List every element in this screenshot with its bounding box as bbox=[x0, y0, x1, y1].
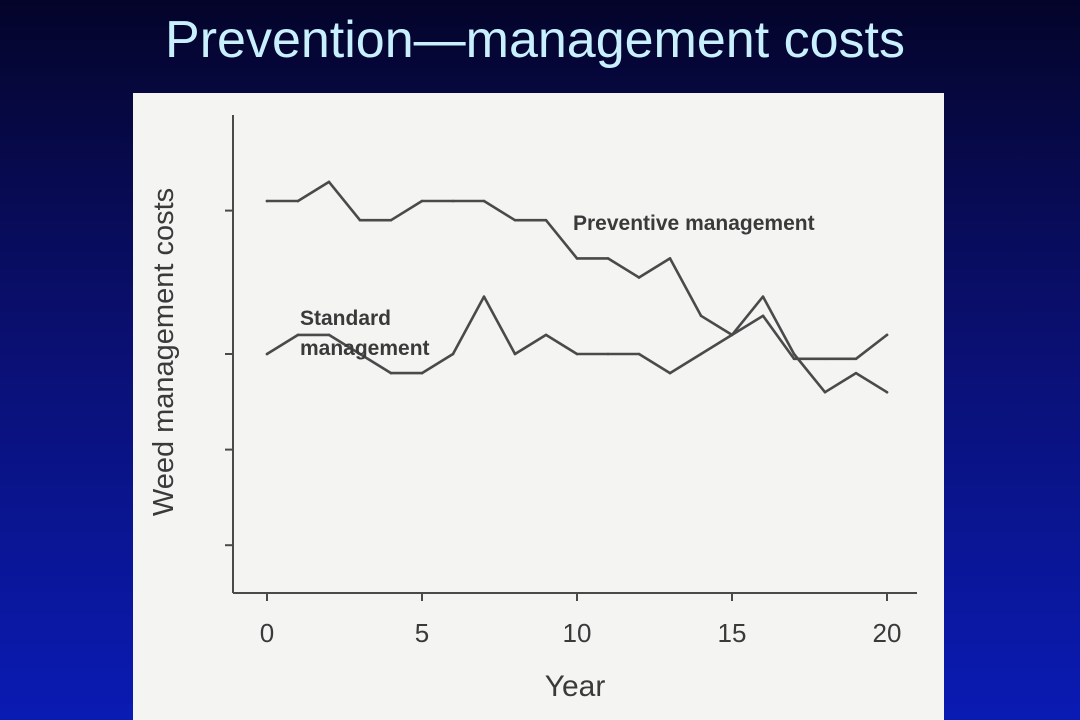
standard-management-point bbox=[606, 352, 610, 356]
standard-management-point bbox=[575, 352, 579, 356]
standard-management-point bbox=[327, 333, 331, 337]
preventive-management-point bbox=[637, 276, 641, 279]
preventive-management-point bbox=[296, 199, 300, 203]
y-axis-label: Weed management costs bbox=[148, 188, 180, 516]
chart-panel: 0 5 10 15 20 Preventive management Standard ma… bbox=[133, 93, 944, 720]
preventive-management-point bbox=[668, 257, 672, 260]
preventive-management-point bbox=[327, 180, 331, 184]
preventive-management-point bbox=[885, 333, 889, 337]
standard-management-point bbox=[699, 352, 703, 356]
preventive-management-point bbox=[792, 357, 796, 361]
preventive-management-point bbox=[265, 199, 269, 203]
x-axis-label: Year bbox=[545, 670, 606, 703]
standard-management-point bbox=[513, 352, 517, 356]
series-lines bbox=[265, 180, 889, 394]
x-axis-ticks: 0 5 10 15 20 bbox=[260, 593, 902, 648]
series-annotations: Preventive management Standard management bbox=[300, 212, 815, 360]
standard-management-point bbox=[482, 295, 486, 298]
preventive-management-line bbox=[265, 180, 889, 361]
x-tick-label: 15 bbox=[718, 618, 747, 648]
standard-management-point bbox=[761, 295, 765, 298]
preventive-management-point bbox=[699, 314, 703, 318]
x-tick-label: 20 bbox=[873, 618, 902, 648]
standard-management-point bbox=[730, 333, 734, 337]
standard-management-point bbox=[792, 352, 796, 356]
preventive-management-point bbox=[606, 257, 610, 260]
standard-management-annotation: Standard management bbox=[300, 307, 430, 360]
preventive-management-point bbox=[854, 357, 858, 361]
standard-management-point bbox=[296, 333, 300, 337]
annotation-line: management bbox=[300, 337, 430, 360]
preventive-management-annotation: Preventive management bbox=[573, 212, 815, 235]
x-tick-label: 0 bbox=[260, 618, 274, 648]
preventive-management-point bbox=[544, 218, 548, 222]
standard-management-point bbox=[637, 352, 641, 356]
standard-management-point bbox=[885, 390, 889, 394]
standard-management-point bbox=[389, 371, 393, 375]
standard-management-point bbox=[544, 333, 548, 337]
x-tick-label: 10 bbox=[563, 618, 592, 648]
preventive-management-point bbox=[513, 218, 517, 222]
standard-management-point bbox=[823, 390, 827, 394]
preventive-management-point bbox=[575, 257, 579, 260]
standard-management-point bbox=[451, 352, 455, 356]
preventive-management-point bbox=[451, 199, 455, 203]
standard-management-point bbox=[265, 352, 269, 356]
preventive-management-point bbox=[358, 218, 362, 222]
x-tick-label: 5 bbox=[415, 618, 429, 648]
annotation-line: Preventive management bbox=[573, 212, 815, 235]
line-chart: 0 5 10 15 20 Preventive management Standard ma… bbox=[148, 115, 917, 703]
standard-management-point bbox=[668, 371, 672, 375]
standard-management-point bbox=[420, 371, 424, 375]
y-axis-ticks bbox=[225, 209, 233, 547]
preventive-management-point bbox=[482, 199, 486, 203]
annotation-line: Standard bbox=[300, 307, 391, 330]
standard-management-point bbox=[854, 371, 858, 375]
preventive-management-point bbox=[823, 357, 827, 361]
slide-title: Prevention—management costs bbox=[165, 11, 905, 69]
preventive-management-point bbox=[420, 199, 424, 203]
standard-management-point bbox=[358, 352, 362, 356]
preventive-management-point bbox=[761, 314, 765, 318]
preventive-management-point bbox=[389, 218, 393, 222]
